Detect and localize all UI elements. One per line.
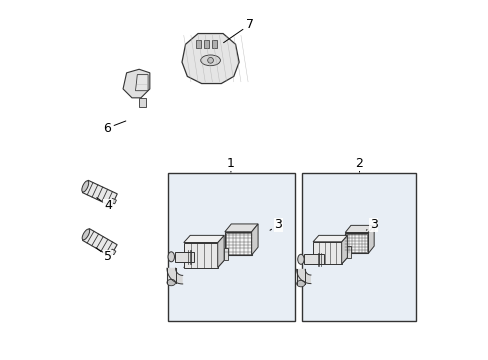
- Bar: [312, 242, 341, 264]
- Polygon shape: [182, 33, 239, 84]
- Polygon shape: [345, 225, 373, 233]
- Bar: [224, 232, 251, 255]
- Text: 4: 4: [97, 198, 112, 212]
- Polygon shape: [135, 75, 148, 91]
- Ellipse shape: [297, 254, 304, 264]
- Bar: [212, 40, 217, 48]
- Polygon shape: [82, 180, 117, 206]
- Text: 3: 3: [366, 218, 377, 231]
- Text: 5: 5: [96, 248, 112, 263]
- Bar: [111, 198, 116, 204]
- Bar: [345, 233, 367, 253]
- Text: 6: 6: [103, 121, 125, 135]
- Bar: [167, 173, 294, 321]
- Ellipse shape: [201, 55, 220, 66]
- Circle shape: [207, 58, 213, 63]
- Bar: [196, 40, 201, 48]
- Text: 2: 2: [355, 157, 363, 172]
- Text: 7: 7: [223, 18, 253, 43]
- Bar: [346, 247, 350, 257]
- Polygon shape: [312, 235, 346, 242]
- Bar: [139, 98, 146, 107]
- Polygon shape: [312, 257, 346, 264]
- Bar: [346, 234, 366, 252]
- Bar: [302, 173, 415, 321]
- Polygon shape: [341, 235, 346, 264]
- Polygon shape: [123, 69, 149, 98]
- Bar: [225, 233, 250, 254]
- Polygon shape: [251, 224, 258, 255]
- Ellipse shape: [168, 252, 174, 262]
- Bar: [110, 249, 116, 255]
- Polygon shape: [217, 235, 224, 267]
- Bar: [174, 252, 194, 262]
- Polygon shape: [166, 268, 175, 283]
- Bar: [203, 40, 209, 48]
- Polygon shape: [296, 269, 305, 284]
- Polygon shape: [367, 225, 373, 253]
- Polygon shape: [183, 235, 224, 243]
- Polygon shape: [183, 260, 224, 267]
- Polygon shape: [82, 229, 117, 256]
- Text: 3: 3: [269, 218, 282, 231]
- Text: 1: 1: [226, 157, 234, 172]
- Polygon shape: [224, 224, 258, 232]
- Polygon shape: [296, 269, 310, 284]
- Bar: [224, 248, 228, 260]
- Ellipse shape: [166, 279, 175, 286]
- Bar: [183, 243, 217, 267]
- Bar: [304, 254, 323, 264]
- Polygon shape: [166, 268, 183, 284]
- Ellipse shape: [296, 280, 305, 287]
- Ellipse shape: [81, 181, 88, 192]
- Ellipse shape: [82, 229, 89, 240]
